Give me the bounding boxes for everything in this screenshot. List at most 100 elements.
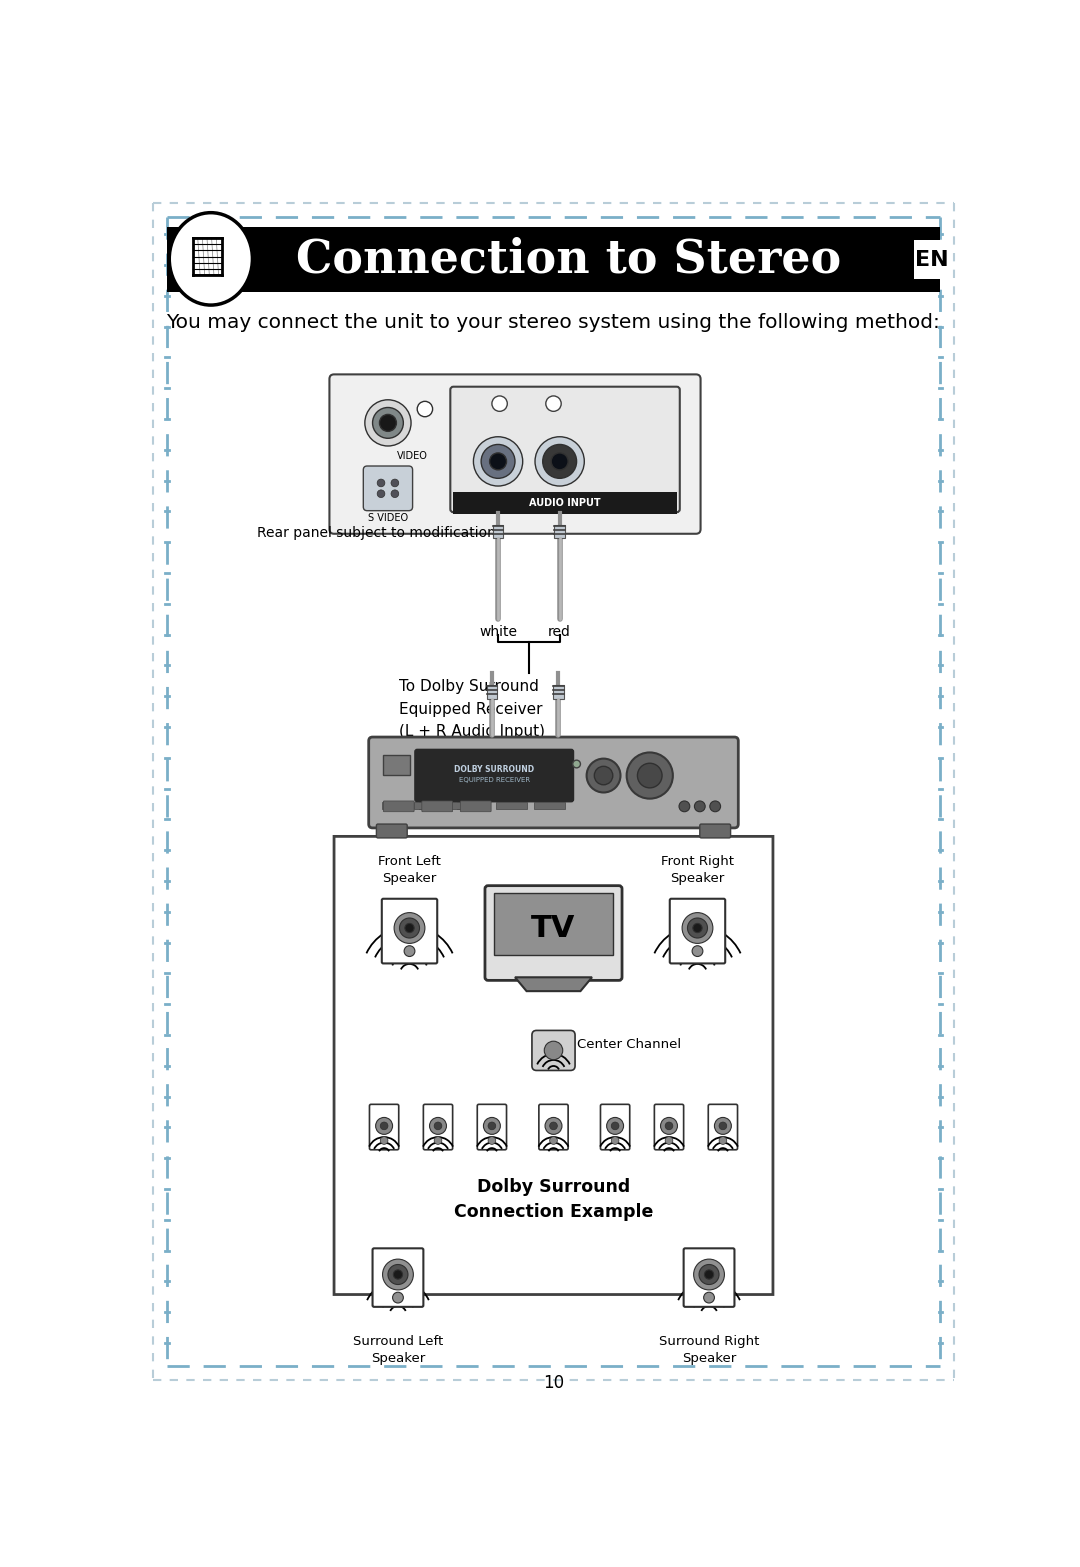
Bar xyxy=(535,802,565,810)
Circle shape xyxy=(551,453,568,470)
FancyBboxPatch shape xyxy=(708,1105,738,1150)
Circle shape xyxy=(607,1117,623,1135)
Circle shape xyxy=(683,912,713,943)
Circle shape xyxy=(637,763,662,788)
Circle shape xyxy=(379,414,396,431)
Bar xyxy=(914,240,949,279)
Circle shape xyxy=(544,1040,563,1059)
Text: You may connect the unit to your stereo system using the following method:: You may connect the unit to your stereo … xyxy=(166,313,941,332)
Circle shape xyxy=(365,400,411,447)
Circle shape xyxy=(473,437,523,486)
Circle shape xyxy=(382,1260,414,1290)
FancyBboxPatch shape xyxy=(329,375,701,534)
Text: 10: 10 xyxy=(543,1374,564,1391)
Bar xyxy=(414,802,437,810)
Circle shape xyxy=(693,1260,725,1290)
Text: AUDIO INPUT: AUDIO INPUT xyxy=(529,498,600,508)
FancyBboxPatch shape xyxy=(363,465,413,511)
Circle shape xyxy=(484,1117,500,1135)
Bar xyxy=(554,525,565,539)
Bar xyxy=(486,685,497,699)
Text: VIDEO: VIDEO xyxy=(397,451,428,461)
Circle shape xyxy=(545,396,562,412)
Circle shape xyxy=(373,407,403,439)
Circle shape xyxy=(661,1117,677,1135)
Circle shape xyxy=(488,1122,496,1130)
Bar xyxy=(382,802,405,810)
Circle shape xyxy=(693,923,702,932)
Circle shape xyxy=(611,1136,619,1144)
Bar xyxy=(496,802,527,810)
Circle shape xyxy=(430,1117,446,1135)
FancyBboxPatch shape xyxy=(368,736,739,827)
Text: S VIDEO: S VIDEO xyxy=(368,512,408,523)
Circle shape xyxy=(388,1265,408,1285)
Circle shape xyxy=(692,946,703,956)
Text: To Dolby Surround
Equipped Receiver
(L + R Audio Input): To Dolby Surround Equipped Receiver (L +… xyxy=(400,680,545,738)
Circle shape xyxy=(491,396,508,412)
Circle shape xyxy=(550,1122,557,1130)
Circle shape xyxy=(380,1122,388,1130)
Circle shape xyxy=(719,1136,727,1144)
Circle shape xyxy=(434,1122,442,1130)
Text: Surround Right
Speaker: Surround Right Speaker xyxy=(659,1335,759,1365)
Circle shape xyxy=(376,1117,392,1135)
FancyBboxPatch shape xyxy=(377,824,407,838)
Circle shape xyxy=(417,401,433,417)
FancyBboxPatch shape xyxy=(423,1105,453,1150)
Circle shape xyxy=(586,758,621,793)
Circle shape xyxy=(394,912,424,943)
Circle shape xyxy=(550,1136,557,1144)
Bar xyxy=(167,227,940,291)
Circle shape xyxy=(535,437,584,486)
FancyBboxPatch shape xyxy=(485,885,622,981)
Text: Connection to Stereo: Connection to Stereo xyxy=(296,237,841,282)
Bar xyxy=(457,802,488,810)
Bar xyxy=(419,802,449,810)
Circle shape xyxy=(434,1136,442,1144)
Circle shape xyxy=(400,918,419,939)
Circle shape xyxy=(392,1293,403,1304)
Text: L: L xyxy=(491,498,497,508)
Text: EQUIPPED RECEIVER: EQUIPPED RECEIVER xyxy=(459,777,530,784)
Circle shape xyxy=(545,1117,562,1135)
Circle shape xyxy=(481,445,515,478)
Circle shape xyxy=(688,918,707,939)
Polygon shape xyxy=(515,978,592,992)
Circle shape xyxy=(611,1122,619,1130)
FancyBboxPatch shape xyxy=(600,1105,630,1150)
FancyBboxPatch shape xyxy=(539,1105,568,1150)
FancyBboxPatch shape xyxy=(382,899,437,964)
Circle shape xyxy=(694,801,705,812)
FancyBboxPatch shape xyxy=(654,1105,684,1150)
Circle shape xyxy=(391,490,399,498)
Circle shape xyxy=(704,1293,715,1304)
Circle shape xyxy=(380,1136,388,1144)
Circle shape xyxy=(488,1136,496,1144)
Text: R: R xyxy=(559,498,567,508)
Text: Dolby Surround
Connection Example: Dolby Surround Connection Example xyxy=(454,1178,653,1221)
Circle shape xyxy=(626,752,673,799)
Circle shape xyxy=(404,946,415,956)
Circle shape xyxy=(719,1122,727,1130)
Text: white: white xyxy=(480,625,517,639)
FancyBboxPatch shape xyxy=(460,801,491,812)
Text: TV: TV xyxy=(531,914,576,942)
FancyBboxPatch shape xyxy=(700,824,730,838)
Circle shape xyxy=(594,766,612,785)
Bar xyxy=(495,893,612,954)
Text: Front Right
Speaker: Front Right Speaker xyxy=(661,856,734,885)
FancyBboxPatch shape xyxy=(383,801,414,812)
Circle shape xyxy=(543,445,577,478)
FancyBboxPatch shape xyxy=(532,1031,575,1070)
Bar xyxy=(454,492,677,514)
Circle shape xyxy=(391,480,399,487)
Bar xyxy=(446,802,470,810)
Circle shape xyxy=(699,1265,719,1285)
Ellipse shape xyxy=(170,213,253,306)
Circle shape xyxy=(665,1122,673,1130)
FancyBboxPatch shape xyxy=(415,749,573,802)
FancyBboxPatch shape xyxy=(684,1249,734,1307)
FancyBboxPatch shape xyxy=(369,1105,399,1150)
Circle shape xyxy=(393,1269,403,1279)
